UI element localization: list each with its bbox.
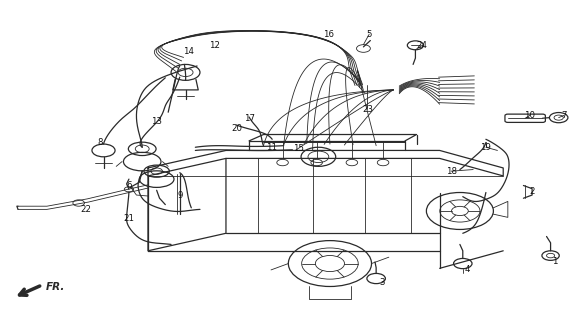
Text: 6: 6 <box>126 181 131 190</box>
Text: 18: 18 <box>446 167 457 176</box>
Text: 17: 17 <box>244 114 255 123</box>
Text: 3: 3 <box>379 278 384 287</box>
Text: 20: 20 <box>231 124 242 132</box>
Text: 16: 16 <box>323 30 334 39</box>
Text: 4: 4 <box>465 265 470 275</box>
Text: 12: 12 <box>209 41 220 50</box>
Text: 11: 11 <box>266 143 277 152</box>
Text: 8: 8 <box>97 138 103 147</box>
Text: 7: 7 <box>561 111 567 120</box>
Text: 2: 2 <box>529 188 535 196</box>
Text: 1: 1 <box>552 258 558 267</box>
Text: FR.: FR. <box>46 283 65 292</box>
Text: 5: 5 <box>367 30 372 39</box>
Text: 15: 15 <box>292 144 303 153</box>
Text: 9: 9 <box>177 190 182 200</box>
Text: 21: 21 <box>123 214 134 223</box>
Text: 10: 10 <box>525 111 536 120</box>
Text: 24: 24 <box>417 41 428 50</box>
Text: 14: 14 <box>183 47 194 56</box>
Text: 19: 19 <box>481 143 492 152</box>
Text: 13: 13 <box>151 117 162 126</box>
Text: 22: 22 <box>80 205 91 214</box>
Text: 23: 23 <box>362 105 373 114</box>
